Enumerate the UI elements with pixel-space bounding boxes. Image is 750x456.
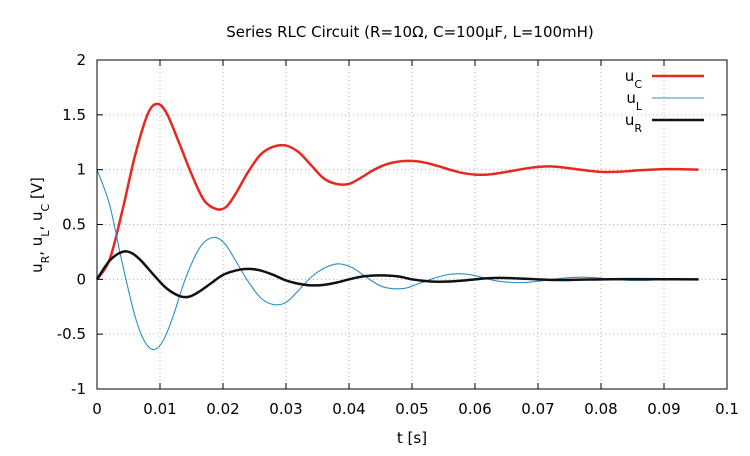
y-label-subscript: C [39,204,52,212]
y-tick-label: -1 [71,380,86,398]
grid [97,60,727,389]
series-layer [95,102,699,351]
y-label-part: [V] [28,177,46,204]
y-axis-label: uR, uL, uC [V] [28,177,52,273]
legend-label-uL: uL [626,89,643,113]
y-tick-label: 0 [76,270,86,288]
series-line-uL [96,169,699,351]
y-tick-label: 1 [76,161,86,179]
legend-label-uC: uC [625,67,643,91]
x-axis-label: t [s] [397,429,427,447]
y-tick-label: 0.5 [62,216,86,234]
y-tick-label: 1.5 [62,106,86,124]
y-label-subscript: L [39,230,52,237]
y-label-part: , u [28,212,46,231]
x-tick-label: 0.02 [206,400,239,418]
x-tick-label: 0.1 [715,400,739,418]
x-tick-label: 0.05 [395,400,428,418]
x-tick-label: 0 [92,400,102,418]
y-label-subscript: R [39,255,52,263]
series-line-uC [95,102,699,281]
series-line-uR [95,250,699,299]
tick-labels: 0 0.01 0.02 0.03 0.04 0.05 0.06 0.07 0.08 0.09 0.1… [57,51,739,418]
y-tick-label: -0.5 [57,325,86,343]
x-tick-label: 0.01 [143,400,176,418]
y-label-part: u [28,263,46,273]
x-tick-label: 0.06 [458,400,491,418]
x-tick-label: 0.08 [584,400,617,418]
legend-label-uR: uR [625,111,643,135]
x-tick-label: 0.09 [647,400,680,418]
y-label-part: , u [28,237,46,256]
y-axis-label-text: uR, uL, uC [V] [28,177,52,273]
chart-title: Series RLC Circuit (R=10Ω, C=100μF, L=10… [226,23,594,41]
x-tick-label: 0.04 [332,400,365,418]
x-tick-label: 0.03 [269,400,302,418]
ticks [96,59,728,390]
y-tick-label: 2 [76,51,86,69]
x-tick-label: 0.07 [521,400,554,418]
